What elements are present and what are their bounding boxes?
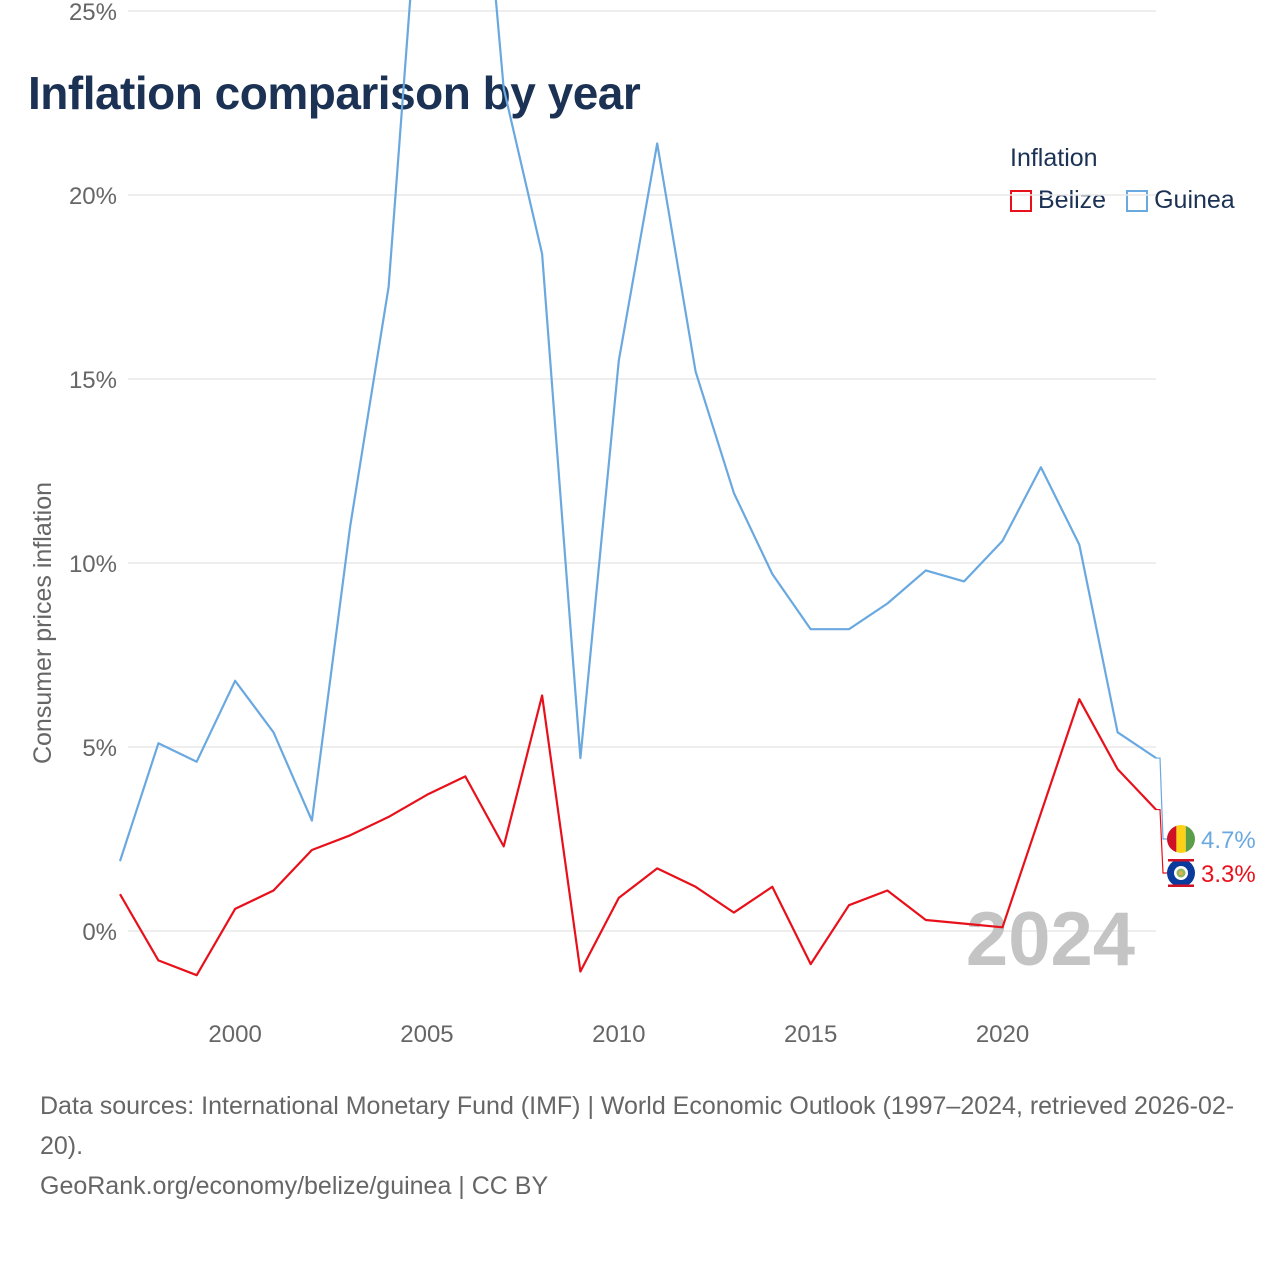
footer: Data sources: International Monetary Fun… [40,1086,1250,1206]
legend-label-guinea: Guinea [1154,186,1235,214]
flag-belize-icon [1167,859,1195,887]
line-chart: 0%5%10%15%20%25%30%35% 20002005201020152… [29,0,1256,1048]
y-tick-label: 15% [69,367,117,394]
end-label-guinea: 4.7% [1201,827,1256,854]
leader-line [1156,757,1167,840]
y-tick-label: 20% [69,183,117,210]
x-tick-label: 2005 [400,1021,453,1048]
chart-title: Inflation comparison by year [28,67,641,119]
end-markers: 3.3% 4.7% [1156,757,1256,888]
x-tick-label: 2000 [208,1021,261,1048]
data-sources: Data sources: International Monetary Fun… [40,1092,1235,1160]
legend-label-belize: Belize [1038,186,1107,214]
y-tick-label: 10% [69,551,117,578]
legend-title: Inflation [1010,144,1098,172]
y-tick-label: 0% [82,919,117,946]
x-tick-label: 2010 [592,1021,645,1048]
x-tick-label: 2020 [976,1021,1029,1048]
y-axis-ticks: 0%5%10%15%20%25%30%35% [69,0,117,946]
gridlines [128,10,1156,932]
credit-link[interactable]: GeoRank.org/economy/belize/guinea | CC B… [40,1172,549,1200]
y-tick-label: 25% [69,0,117,26]
flag-guinea-icon [1167,825,1195,853]
y-axis-label: Consumer prices inflation [29,482,57,764]
x-tick-label: 2015 [784,1021,837,1048]
leader-line [1156,808,1167,874]
series-line-guinea[interactable] [118,0,1157,862]
series-lines [118,0,1157,977]
y-tick-label: 5% [82,735,117,762]
end-label-belize: 3.3% [1201,861,1256,888]
x-axis-ticks: 2000 2005 2010 2015 2020 [208,1021,1029,1048]
year-watermark: 2024 [966,897,1135,982]
legend-item-belize[interactable]: Belize [1010,186,1106,215]
series-line-belize[interactable] [119,694,1157,977]
